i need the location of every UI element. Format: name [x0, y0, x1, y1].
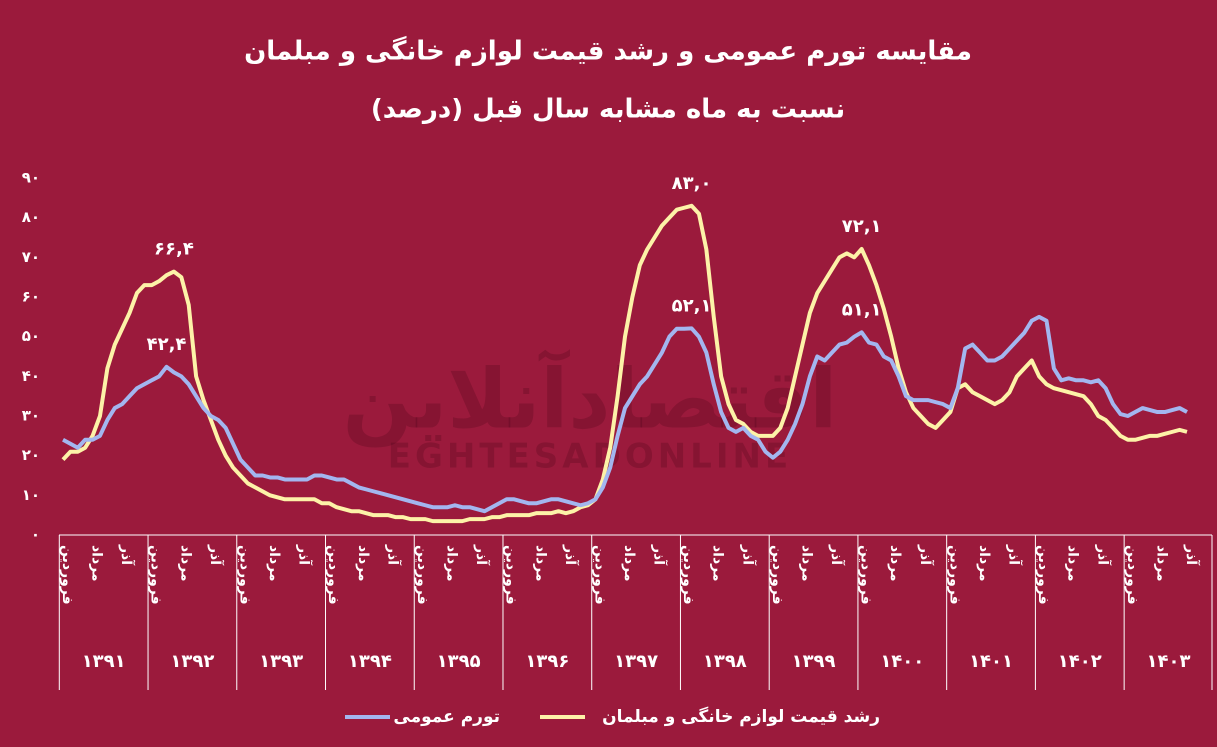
x-tick-label: فروردین	[858, 545, 874, 605]
x-tick-label: مرداد	[1153, 545, 1169, 582]
x-tick-label: فروردین	[59, 545, 75, 605]
x-tick-label: مرداد	[710, 545, 726, 582]
year-label: ۱۳۹۴	[348, 651, 392, 672]
x-tick-label: آذر	[651, 544, 669, 566]
year-label: ۱۴۰۲	[1058, 651, 1102, 672]
x-tick-label: فروردین	[325, 545, 341, 605]
y-tick-label: ۶۰	[22, 288, 40, 306]
chart-subtitle: نسبت به ماه مشابه سال قبل (درصد)	[371, 95, 845, 125]
x-tick-label: مرداد	[355, 545, 371, 582]
year-label: ۱۳۹۷	[614, 651, 658, 672]
series-line	[61, 203, 1188, 524]
legend-label: تورم عمومی	[393, 707, 500, 727]
x-tick-label: آذر	[384, 544, 402, 566]
x-tick-label: فروردین	[769, 545, 785, 605]
watermark: EGHTESADONLINE	[388, 437, 792, 477]
x-tick-label: آذر	[1006, 544, 1024, 566]
x-tick-label: آذر	[118, 544, 136, 566]
x-tick-label: فروردین	[591, 545, 607, 605]
chart-title: مقایسه تورم عمومی و رشد قیمت لوازم خانگی…	[244, 36, 972, 67]
x-tick-label: آذر	[739, 544, 757, 566]
series-line	[62, 314, 1188, 514]
x-tick-label: فروردین	[946, 545, 962, 605]
x-tick-label: فروردین	[680, 545, 696, 605]
x-tick-label: مرداد	[1065, 545, 1081, 582]
year-label: ۱۳۹۶	[525, 651, 569, 672]
year-label: ۱۳۹۸	[703, 651, 747, 672]
year-label: ۱۳۹۳	[259, 651, 303, 672]
year-label: ۱۳۹۱	[82, 651, 126, 672]
year-label: ۱۴۰۰	[880, 651, 924, 672]
x-tick-label: فروردین	[503, 545, 519, 605]
x-tick-label: مرداد	[444, 545, 460, 582]
data-label: ۶۶,۴	[154, 239, 194, 260]
year-label: ۱۴۰۳	[1147, 651, 1191, 672]
x-tick-label: فروردین	[1124, 545, 1140, 605]
x-tick-label: آذر	[1094, 544, 1112, 566]
x-tick-label: آذر	[1183, 544, 1201, 566]
x-tick-label: آذر	[207, 544, 225, 566]
data-label: ۵۲,۱	[672, 295, 712, 316]
data-label: ۴۲,۴	[147, 334, 187, 355]
x-tick-label: فروردین	[414, 545, 430, 605]
x-tick-label: فروردین	[148, 545, 164, 605]
year-label: ۱۴۰۱	[969, 651, 1013, 672]
legend-label: رشد قیمت لوازم خانگی و مبلمان	[602, 706, 880, 727]
x-tick-label: مرداد	[266, 545, 282, 582]
y-tick-label: ۵۰	[22, 327, 40, 345]
y-tick-label: ۳۰	[22, 407, 40, 425]
x-tick-label: آذر	[473, 544, 491, 566]
x-tick-label: فروردین	[1035, 545, 1051, 605]
watermark: اقتصادآنلاین	[343, 348, 838, 447]
x-tick-label: مرداد	[177, 545, 193, 582]
x-tick-label: آذر	[828, 544, 846, 566]
year-label: ۱۳۹۹	[792, 651, 836, 672]
y-tick-label: ۹۰	[22, 169, 40, 187]
x-tick-label: مرداد	[532, 545, 548, 582]
year-label: ۱۳۹۵	[437, 651, 481, 672]
y-tick-label: ۴۰	[22, 367, 40, 385]
data-label: ۸۳,۰	[672, 173, 712, 194]
y-tick-label: ۱۰	[22, 486, 40, 504]
x-tick-label: آذر	[296, 544, 314, 566]
x-tick-label: مرداد	[976, 545, 992, 582]
x-tick-label: مرداد	[621, 545, 637, 582]
x-tick-label: مرداد	[89, 545, 105, 582]
year-label: ۱۳۹۲	[170, 651, 214, 672]
data-label: ۷۲,۱	[842, 216, 882, 237]
y-tick-label: ۸۰	[22, 208, 40, 226]
y-tick-label: ۰	[31, 526, 40, 544]
x-tick-label: مرداد	[798, 545, 814, 582]
x-tick-label: آذر	[917, 544, 935, 566]
y-tick-label: ۷۰	[22, 248, 40, 266]
x-tick-label: فروردین	[236, 545, 252, 605]
data-label: ۵۱,۱	[842, 299, 882, 320]
y-tick-label: ۲۰	[22, 446, 40, 464]
x-tick-label: مرداد	[887, 545, 903, 582]
x-tick-label: آذر	[562, 544, 580, 566]
